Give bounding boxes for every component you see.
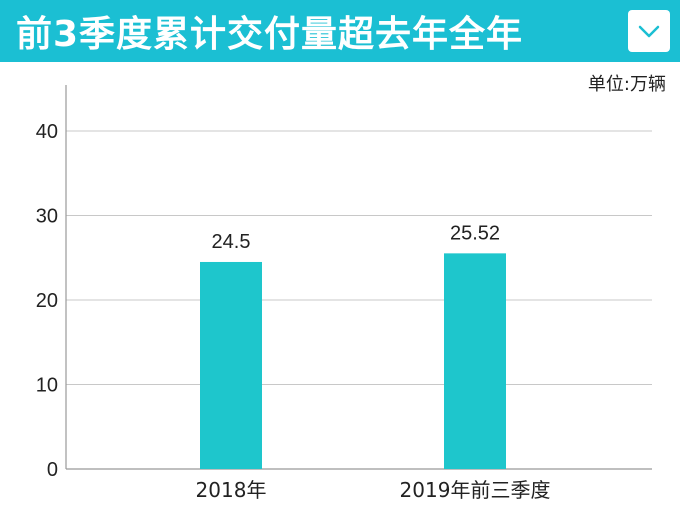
page-title: 前3季度累计交付量超去年全年: [16, 14, 524, 55]
header-bar: 前3季度累计交付量超去年全年: [0, 0, 680, 62]
bar: [444, 253, 506, 469]
y-tick-label: 40: [36, 121, 58, 143]
bar: [200, 261, 262, 469]
chevron-down-icon: [638, 25, 660, 38]
x-tick-label: 2018年: [196, 478, 267, 502]
y-tick-label: 10: [36, 375, 58, 397]
x-tick-label: 2019年前三季度: [400, 478, 551, 502]
expand-button[interactable]: [628, 10, 670, 52]
unit-label: 单位:万辆: [587, 74, 666, 95]
y-tick-label: 20: [36, 290, 58, 312]
data-label: 25.52: [450, 222, 500, 244]
y-tick-label: 0: [47, 459, 58, 481]
data-label: 24.5: [212, 231, 251, 253]
y-tick-label: 30: [36, 206, 58, 228]
